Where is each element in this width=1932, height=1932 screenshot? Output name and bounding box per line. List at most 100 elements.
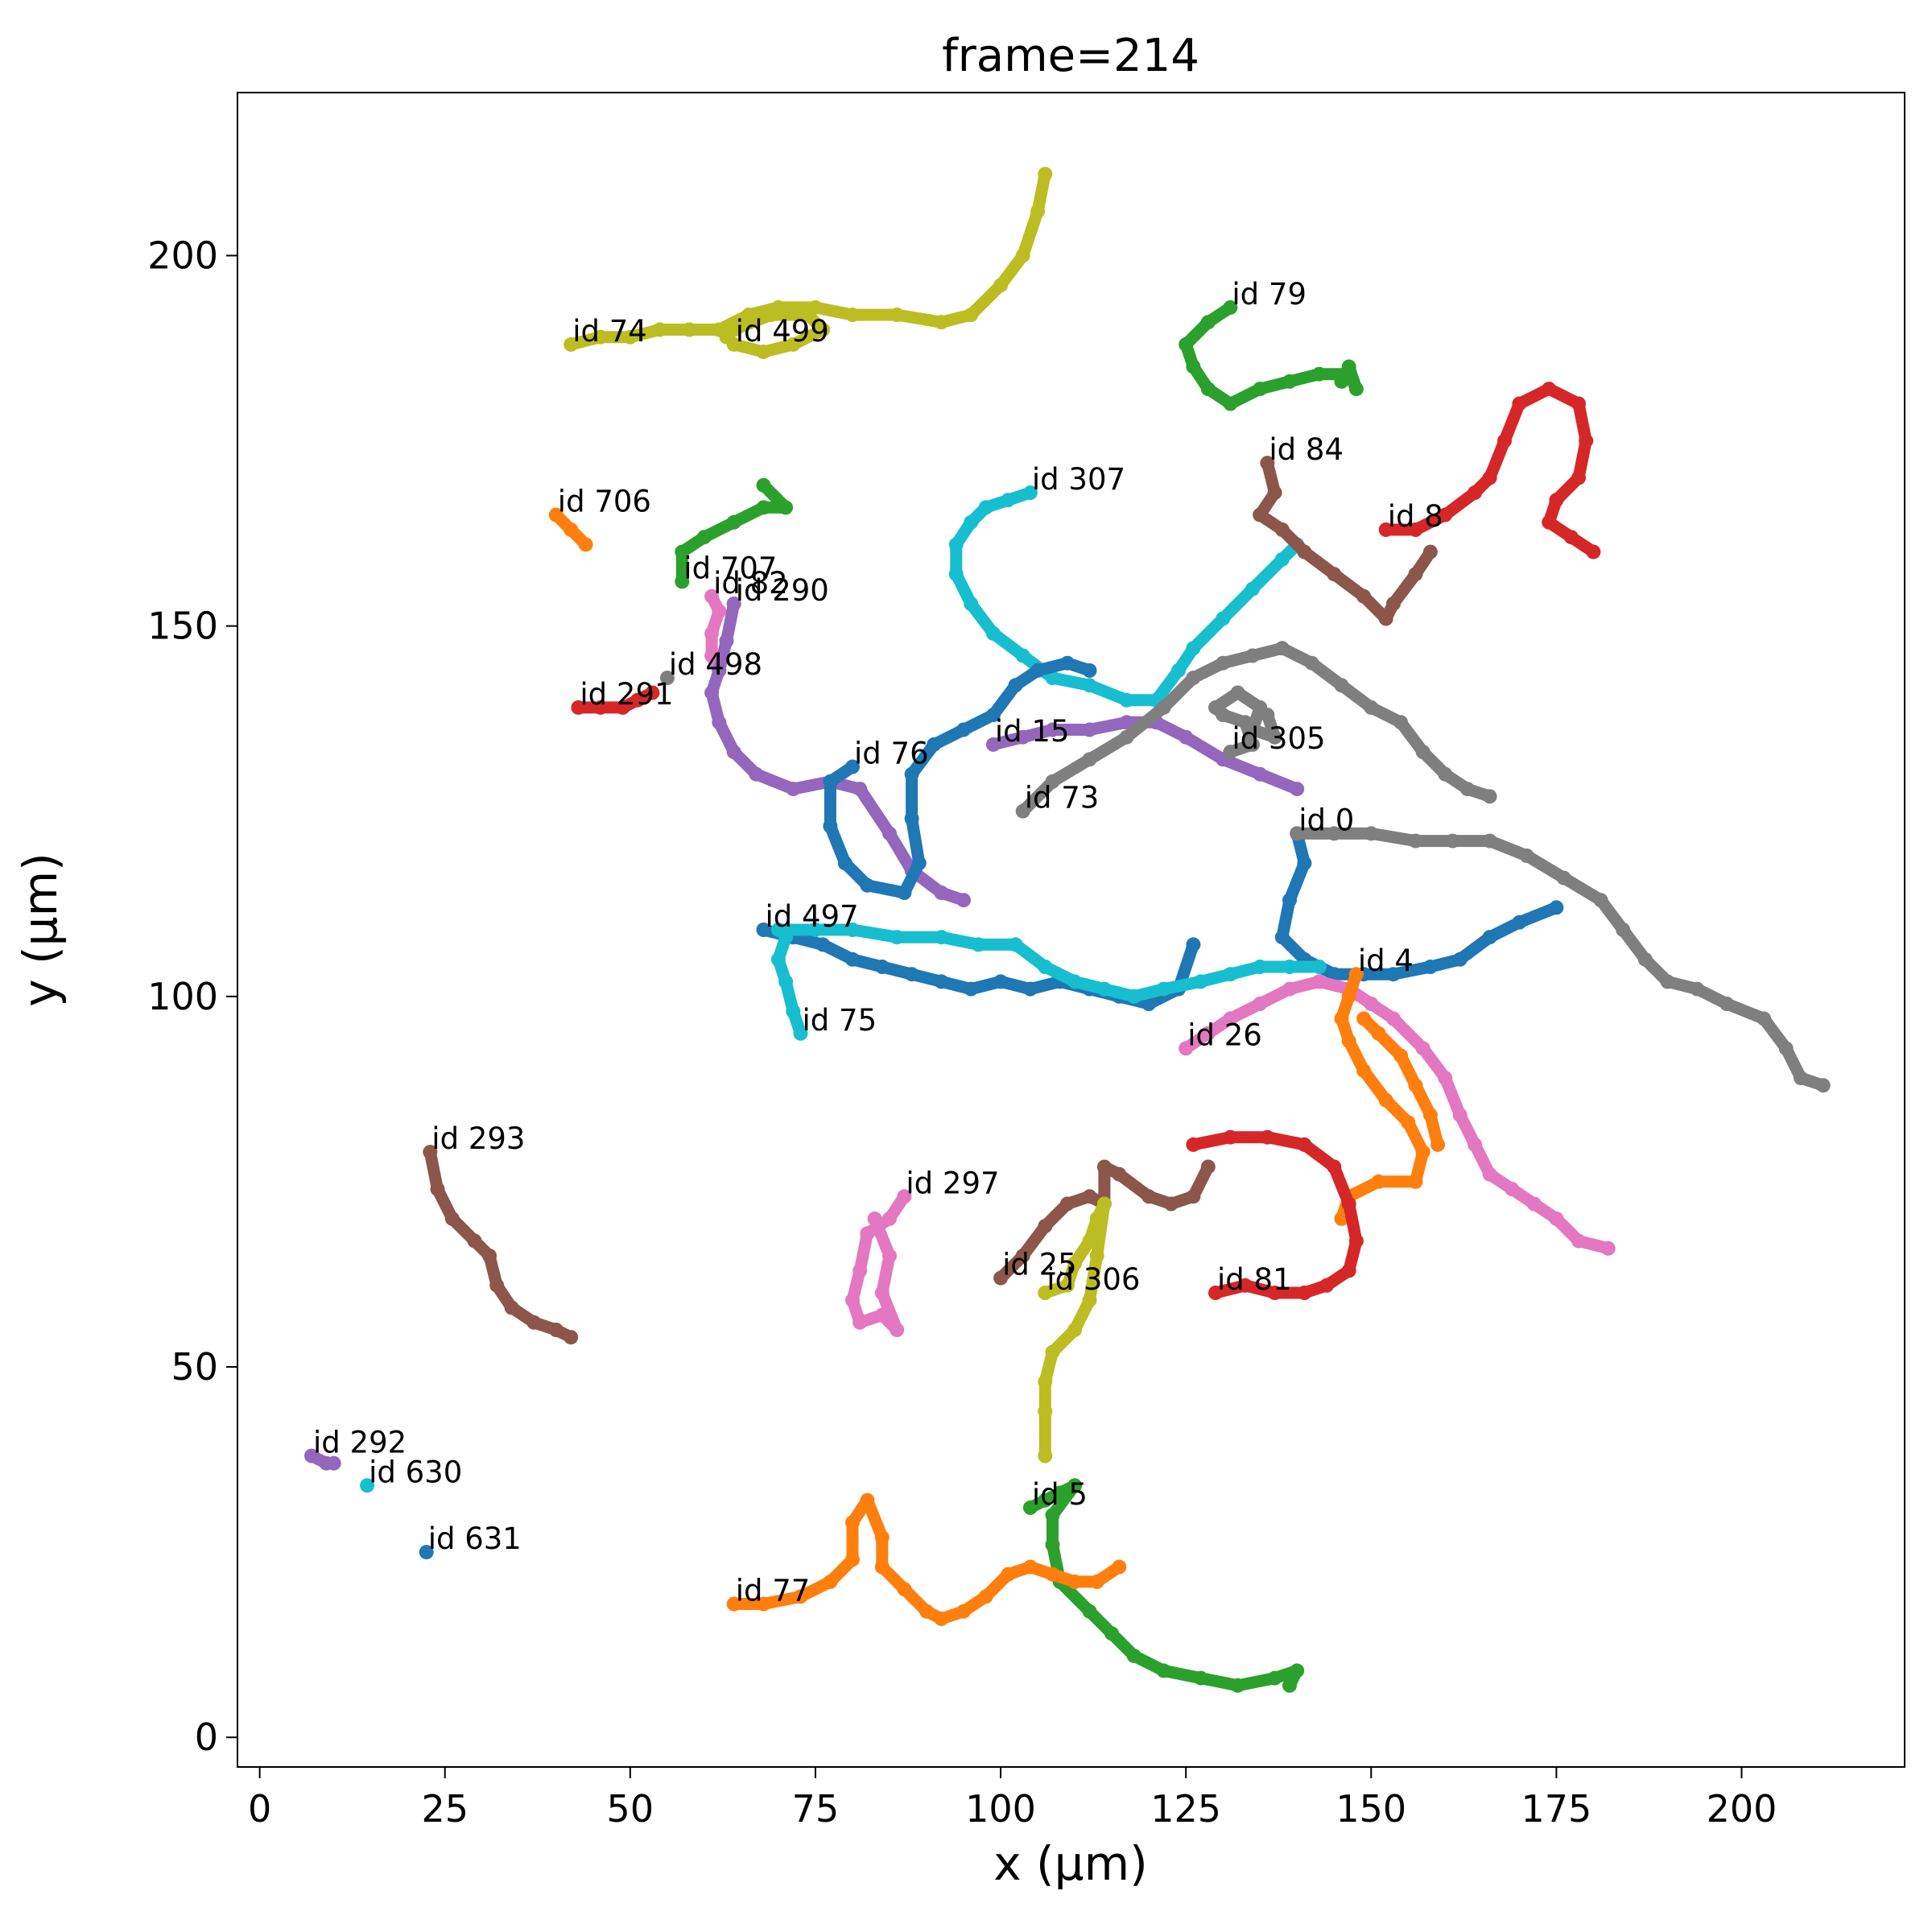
- track-series: [1253, 456, 1438, 626]
- track-point: [1415, 745, 1430, 760]
- track-point: [860, 1492, 875, 1508]
- track-point: [1327, 826, 1342, 841]
- track-point: [593, 329, 608, 345]
- track-point: [1022, 981, 1038, 997]
- track-point: [645, 685, 660, 700]
- track-point: [778, 500, 794, 515]
- track-point: [1364, 700, 1379, 715]
- track-point: [978, 500, 993, 515]
- track-point: [845, 952, 860, 967]
- track-point: [1156, 700, 1171, 715]
- track-point: [1038, 167, 1053, 182]
- track-point: [652, 322, 667, 337]
- track-point: [1082, 1233, 1097, 1249]
- track-id-label: id 84: [1269, 432, 1344, 467]
- track-point: [1586, 544, 1601, 559]
- track-point: [1082, 1189, 1097, 1204]
- track-id-label: id 498: [669, 647, 762, 682]
- track-point: [1082, 752, 1097, 767]
- track-point: [1430, 1137, 1446, 1152]
- track-point: [1549, 1211, 1564, 1226]
- track-point: [1245, 648, 1260, 663]
- x-tick-label: 175: [1521, 1787, 1591, 1831]
- track-point: [1364, 826, 1379, 841]
- track-point: [1082, 678, 1097, 693]
- track-point: [1082, 663, 1097, 678]
- track-point: [1341, 1196, 1356, 1212]
- track-point: [1422, 1108, 1438, 1123]
- track-point: [1393, 1048, 1409, 1063]
- track-point: [444, 1211, 460, 1226]
- track-point: [1045, 1567, 1060, 1582]
- track-point: [1542, 514, 1557, 530]
- track-point: [1038, 1219, 1053, 1234]
- track-point: [1482, 789, 1497, 804]
- track-point: [1549, 493, 1564, 508]
- track-point: [548, 507, 564, 522]
- track-point: [1112, 1166, 1127, 1182]
- track-point: [1408, 567, 1423, 582]
- track-point: [948, 567, 964, 582]
- track-point: [874, 1307, 890, 1323]
- track-point: [1327, 1159, 1342, 1174]
- track-point: [1200, 315, 1216, 330]
- track-id-label: id 307: [1032, 462, 1125, 497]
- track-point: [1015, 803, 1030, 819]
- track-point: [1245, 722, 1260, 737]
- track-point: [1216, 655, 1231, 671]
- track-point: [1378, 611, 1393, 626]
- track-point: [1341, 359, 1356, 374]
- track-point: [430, 1182, 445, 1197]
- track-series: [726, 1492, 1127, 1626]
- track-point: [1452, 1108, 1468, 1123]
- track-point: [934, 974, 949, 989]
- track-point: [1186, 1137, 1201, 1152]
- track-point: [1171, 663, 1186, 678]
- track-id-label: id 630: [369, 1455, 462, 1489]
- track-point: [1334, 1011, 1349, 1026]
- track-point: [1119, 692, 1134, 708]
- track-id-label: id 706: [558, 485, 651, 519]
- track-point: [1089, 1574, 1104, 1589]
- track-point: [1015, 648, 1030, 663]
- track-series: [719, 308, 831, 360]
- track-point: [704, 625, 720, 641]
- track-point: [793, 1589, 808, 1604]
- track-point: [897, 886, 912, 900]
- track-point: [726, 745, 741, 760]
- track-point: [1319, 1278, 1335, 1293]
- track-point: [1245, 737, 1260, 752]
- track-point: [897, 1582, 912, 1597]
- track-point: [1571, 396, 1586, 411]
- track-point: [897, 1189, 912, 1204]
- track-point: [704, 648, 720, 663]
- track-point: [756, 345, 771, 360]
- track-point: [1193, 974, 1208, 989]
- track-point: [1045, 671, 1060, 686]
- track-point: [1348, 967, 1364, 982]
- track-point: [1438, 507, 1453, 522]
- x-tick-label: 200: [1707, 1787, 1777, 1831]
- track-point: [786, 1004, 801, 1019]
- track-point: [934, 315, 949, 330]
- track-point: [1482, 1166, 1497, 1182]
- track-point: [504, 1300, 519, 1315]
- track-point: [778, 930, 794, 945]
- track-point: [1290, 826, 1305, 841]
- track-point: [675, 544, 690, 559]
- track-point: [1022, 485, 1038, 500]
- track-point: [1794, 1071, 1809, 1086]
- track-point: [1045, 1508, 1060, 1523]
- track-point: [1096, 1196, 1112, 1212]
- track-point: [1282, 374, 1297, 389]
- track-point: [1282, 960, 1297, 974]
- track-point: [1067, 1574, 1083, 1589]
- track-point: [571, 700, 586, 715]
- track-point: [482, 1249, 497, 1263]
- track-point: [1008, 678, 1023, 693]
- track-point: [1297, 1286, 1312, 1300]
- track-point: [904, 811, 919, 826]
- track-point: [1260, 708, 1275, 723]
- track-id-label: id 0: [1298, 803, 1354, 837]
